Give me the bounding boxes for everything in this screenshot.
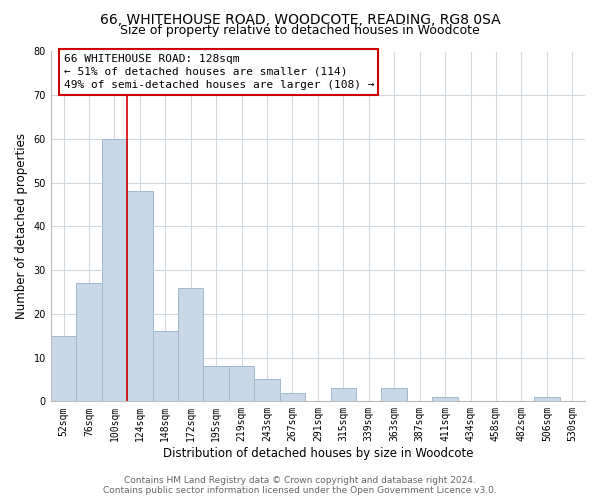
Bar	[433, 397, 458, 402]
Text: 66, WHITEHOUSE ROAD, WOODCOTE, READING, RG8 0SA: 66, WHITEHOUSE ROAD, WOODCOTE, READING, …	[100, 12, 500, 26]
Bar	[76, 284, 101, 402]
Bar	[280, 392, 305, 402]
Text: 66 WHITEHOUSE ROAD: 128sqm
← 51% of detached houses are smaller (114)
49% of sem: 66 WHITEHOUSE ROAD: 128sqm ← 51% of deta…	[64, 54, 374, 90]
Bar	[229, 366, 254, 402]
Bar	[178, 288, 203, 402]
Bar	[152, 332, 178, 402]
Bar	[51, 336, 76, 402]
Bar	[101, 139, 127, 402]
X-axis label: Distribution of detached houses by size in Woodcote: Distribution of detached houses by size …	[163, 447, 473, 460]
Text: Size of property relative to detached houses in Woodcote: Size of property relative to detached ho…	[120, 24, 480, 37]
Bar	[534, 397, 560, 402]
Bar	[203, 366, 229, 402]
Bar	[382, 388, 407, 402]
Bar	[331, 388, 356, 402]
Text: Contains HM Land Registry data © Crown copyright and database right 2024.
Contai: Contains HM Land Registry data © Crown c…	[103, 476, 497, 495]
Bar	[254, 380, 280, 402]
Y-axis label: Number of detached properties: Number of detached properties	[15, 134, 28, 320]
Bar	[127, 192, 152, 402]
